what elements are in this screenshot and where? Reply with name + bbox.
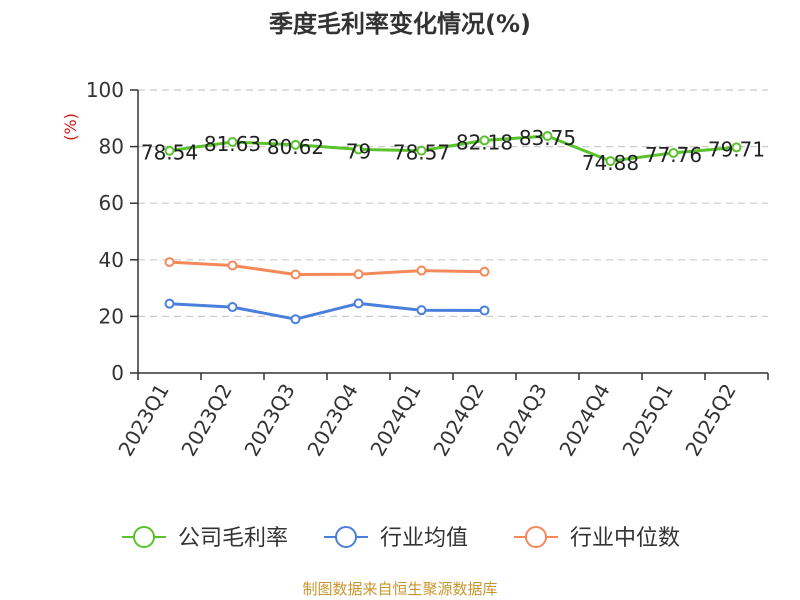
legend-label: 行业中位数 [570, 526, 680, 551]
data-point [353, 298, 364, 309]
data-label: 83.75 [519, 126, 576, 150]
legend-marker [335, 526, 357, 548]
legend-marker [525, 526, 547, 548]
legend-label: 行业均值 [380, 526, 468, 551]
x-tick-label: 2023Q1 [113, 380, 173, 461]
data-label: 82.18 [456, 130, 513, 154]
data-point [290, 314, 301, 325]
data-point [164, 298, 175, 309]
data-point [479, 135, 490, 146]
grid [138, 89, 768, 317]
data-point [416, 265, 427, 276]
data-point [290, 139, 301, 150]
x-tick-label: 2024Q1 [365, 380, 425, 461]
data-point [668, 147, 679, 158]
y-tick-label: 40 [99, 248, 124, 272]
data-label: 81.63 [204, 132, 261, 156]
y-tick-label: 20 [99, 304, 124, 328]
x-tick-label: 2023Q3 [239, 380, 299, 461]
data-label: 77.76 [645, 143, 702, 167]
x-tick-label: 2024Q4 [554, 380, 614, 461]
legend-item[interactable]: 行业中位数 [514, 526, 680, 551]
x-tick-label: 2023Q2 [176, 380, 236, 461]
series [164, 130, 742, 325]
y-axis-label: (%) [61, 113, 80, 141]
data-point [416, 305, 427, 316]
data-point [164, 257, 175, 268]
legend-label: 公司毛利率 [178, 526, 288, 551]
legend-item[interactable]: 公司毛利率 [122, 526, 288, 551]
data-point [605, 156, 616, 167]
source-note: 制图数据来自恒生聚源数据库 [302, 580, 497, 598]
data-point [479, 266, 490, 277]
data-point [164, 145, 175, 156]
data-label: 79 [346, 139, 371, 163]
data-point [416, 145, 427, 156]
data-point [227, 136, 238, 147]
data-label: 78.57 [393, 141, 450, 165]
series-line [169, 260, 485, 276]
x-tick-label: 2023Q4 [302, 380, 362, 461]
data-point [542, 130, 553, 141]
data-label: 78.54 [141, 141, 198, 165]
x-tick-label: 2024Q2 [428, 380, 488, 461]
y-tick-label: 0 [111, 361, 124, 385]
data-label: 80.62 [267, 135, 324, 159]
x-tick-label: 2025Q1 [617, 380, 677, 461]
data-point [227, 302, 238, 313]
y-tick-label: 60 [99, 191, 124, 215]
x-tick-label: 2025Q2 [680, 380, 740, 461]
data-label: 74.88 [582, 151, 639, 175]
series-line [169, 134, 737, 163]
legend-item[interactable]: 行业均值 [324, 526, 468, 551]
chart-title: 季度毛利率变化情况(%) [269, 10, 531, 38]
data-point [290, 269, 301, 280]
legend-marker [133, 526, 155, 548]
x-tick-label: 2024Q3 [491, 380, 551, 461]
data-label: 79.71 [708, 137, 765, 161]
legend: 公司毛利率 行业均值 行业中位数 [122, 526, 680, 551]
y-tick-label: 80 [99, 135, 124, 159]
data-point [479, 305, 490, 316]
data-point [227, 260, 238, 271]
y-tick-label: 100 [86, 78, 124, 102]
data-point [353, 144, 364, 155]
data-point [353, 269, 364, 280]
series-line [169, 301, 485, 321]
data-point [731, 142, 742, 153]
